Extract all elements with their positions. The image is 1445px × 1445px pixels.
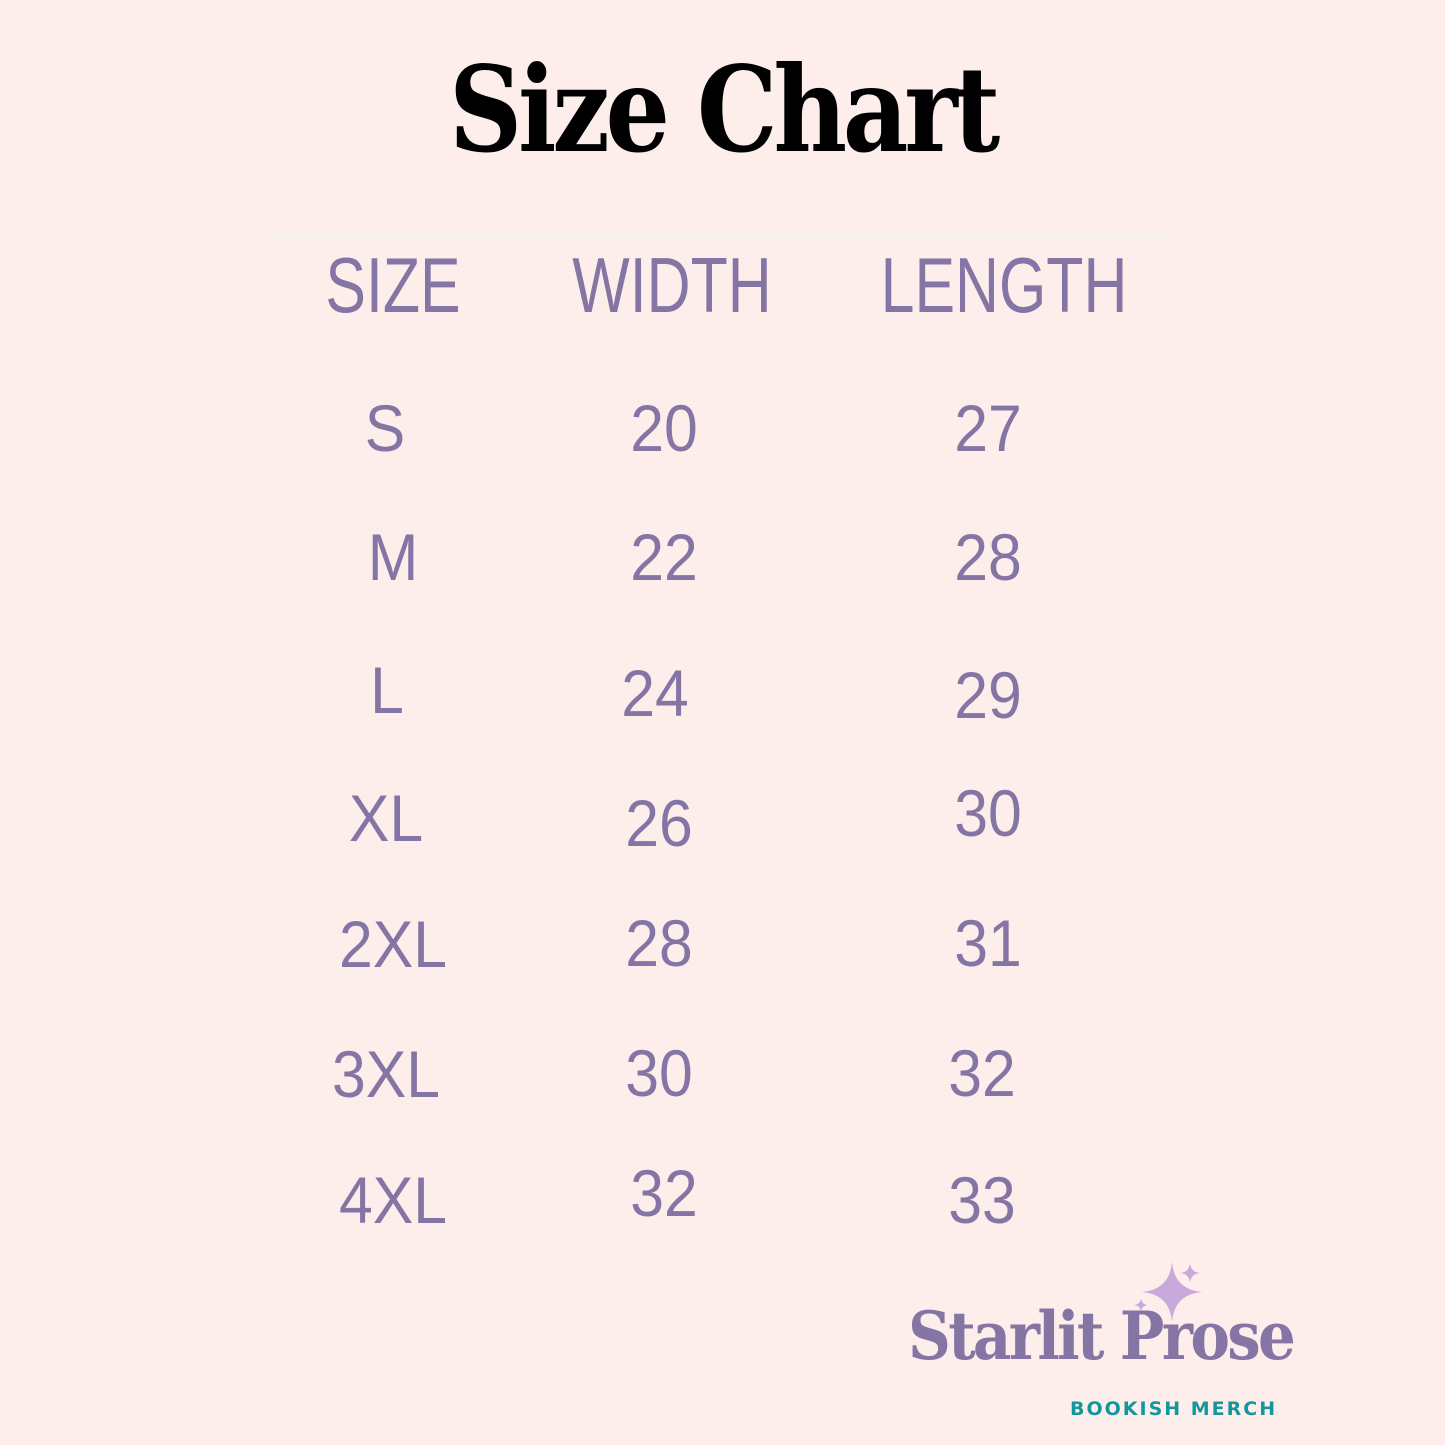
size-cell: S (364, 391, 406, 465)
size-cell: 4XL (338, 1163, 448, 1237)
width-cell: 32 (630, 1156, 698, 1230)
width-cell: 22 (630, 520, 698, 594)
length-cell: 33 (948, 1163, 1016, 1237)
length-cell: 32 (948, 1036, 1016, 1110)
size-cell: L (370, 653, 404, 727)
width-cell: 30 (625, 1036, 693, 1110)
page-title: Size Chart (448, 40, 1000, 179)
width-cell: 28 (625, 906, 693, 980)
size-cell: XL (348, 781, 424, 855)
length-cell: 31 (954, 906, 1022, 980)
header-size: SIZE (325, 241, 461, 329)
sparkle-icon (1180, 1263, 1200, 1283)
length-cell: 27 (954, 391, 1022, 465)
size-cell: 2XL (338, 907, 448, 981)
size-cell: M (367, 520, 419, 594)
header-length: LENGTH (880, 241, 1128, 329)
sparkle-icon (1134, 1298, 1148, 1312)
size-cell: 3XL (331, 1037, 441, 1111)
length-cell: 28 (954, 520, 1022, 594)
length-cell: 30 (954, 776, 1022, 850)
width-cell: 20 (630, 391, 698, 465)
logo-wordmark: Starlit Prose (908, 1297, 1296, 1375)
divider (266, 235, 1174, 238)
length-cell: 29 (954, 658, 1022, 732)
sparkle-icon (1142, 1262, 1202, 1322)
logo-tagline: BOOKISH MERCH (1070, 1398, 1278, 1420)
width-cell: 24 (621, 656, 689, 730)
width-cell: 26 (625, 786, 693, 860)
header-width: WIDTH (572, 241, 772, 329)
